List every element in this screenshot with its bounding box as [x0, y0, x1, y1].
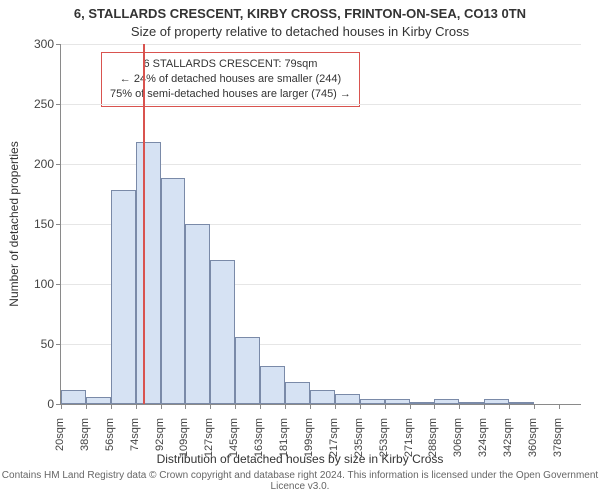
histogram-bar	[434, 399, 459, 404]
histogram-bar	[335, 394, 360, 404]
ytick-mark	[56, 224, 61, 225]
annotation-line-smaller: ← 24% of detached houses are smaller (24…	[110, 72, 351, 87]
xtick-mark	[136, 404, 137, 409]
xtick-label: 145sqm	[228, 418, 240, 458]
histogram-bar	[235, 337, 260, 404]
xtick-label: 199sqm	[303, 418, 315, 458]
xtick-mark	[410, 404, 411, 409]
xtick-label: 20sqm	[54, 418, 66, 458]
xtick-label: 38sqm	[79, 418, 91, 458]
chart-title-address: 6, STALLARDS CRESCENT, KIRBY CROSS, FRIN…	[0, 6, 600, 21]
xtick-mark	[260, 404, 261, 409]
xtick-label: 306sqm	[452, 418, 464, 458]
ytick-mark	[56, 44, 61, 45]
xtick-mark	[360, 404, 361, 409]
xtick-mark	[459, 404, 460, 409]
histogram-bar	[111, 190, 136, 404]
xtick-label: 217sqm	[328, 418, 340, 458]
histogram-bar	[310, 390, 335, 404]
ytick-label: 250	[14, 97, 54, 111]
xtick-mark	[310, 404, 311, 409]
xtick-label: 92sqm	[154, 418, 166, 458]
xtick-mark	[509, 404, 510, 409]
ytick-mark	[56, 104, 61, 105]
ytick-mark	[56, 164, 61, 165]
histogram-bar	[285, 382, 310, 404]
xtick-mark	[385, 404, 386, 409]
xtick-label: 163sqm	[253, 418, 265, 458]
xtick-mark	[434, 404, 435, 409]
histogram-bar	[61, 390, 86, 404]
xtick-mark	[285, 404, 286, 409]
histogram-bar	[185, 224, 210, 404]
histogram-bar	[210, 260, 235, 404]
histogram-bar	[509, 402, 534, 404]
xtick-label: 181sqm	[278, 418, 290, 458]
gridline-h	[61, 104, 581, 105]
xtick-mark	[235, 404, 236, 409]
ytick-mark	[56, 284, 61, 285]
xtick-label: 288sqm	[427, 418, 439, 458]
xtick-mark	[484, 404, 485, 409]
ytick-label: 0	[14, 397, 54, 411]
xtick-mark	[185, 404, 186, 409]
histogram-bar	[484, 399, 509, 404]
xtick-label: 324sqm	[477, 418, 489, 458]
histogram-bar	[410, 402, 435, 404]
annotation-line-subject: 6 STALLARDS CRESCENT: 79sqm	[110, 57, 351, 72]
xtick-mark	[559, 404, 560, 409]
xtick-mark	[210, 404, 211, 409]
xtick-label: 109sqm	[178, 418, 190, 458]
xtick-label: 342sqm	[502, 418, 514, 458]
xtick-mark	[61, 404, 62, 409]
xtick-label: 127sqm	[203, 418, 215, 458]
xtick-label: 56sqm	[104, 418, 116, 458]
ytick-label: 200	[14, 157, 54, 171]
histogram-bar	[360, 399, 385, 404]
xtick-label: 271sqm	[403, 418, 415, 458]
xtick-mark	[161, 404, 162, 409]
histogram-bar	[136, 142, 161, 404]
histogram-bar	[86, 397, 111, 404]
xtick-label: 360sqm	[527, 418, 539, 458]
ytick-label: 100	[14, 277, 54, 291]
histogram-bar	[161, 178, 186, 404]
xtick-label: 74sqm	[129, 418, 141, 458]
subject-property-line	[143, 44, 145, 404]
annotation-box: 6 STALLARDS CRESCENT: 79sqm ← 24% of det…	[101, 52, 360, 107]
ytick-mark	[56, 344, 61, 345]
gridline-h	[61, 44, 581, 45]
ytick-label: 150	[14, 217, 54, 231]
xtick-label: 378sqm	[552, 418, 564, 458]
xtick-mark	[86, 404, 87, 409]
histogram-bar	[459, 402, 484, 404]
ytick-label: 300	[14, 37, 54, 51]
licence-caption: Contains HM Land Registry data © Crown c…	[0, 470, 600, 492]
chart-title-subtitle: Size of property relative to detached ho…	[0, 24, 600, 39]
xtick-mark	[335, 404, 336, 409]
histogram-plot-area: 6 STALLARDS CRESCENT: 79sqm ← 24% of det…	[60, 44, 581, 405]
annotation-line-larger: 75% of semi-detached houses are larger (…	[110, 87, 351, 102]
xtick-mark	[111, 404, 112, 409]
xtick-mark	[534, 404, 535, 409]
histogram-bar	[385, 399, 410, 404]
ytick-label: 50	[14, 337, 54, 351]
histogram-bar	[260, 366, 285, 404]
xtick-label: 235sqm	[353, 418, 365, 458]
xtick-label: 253sqm	[378, 418, 390, 458]
